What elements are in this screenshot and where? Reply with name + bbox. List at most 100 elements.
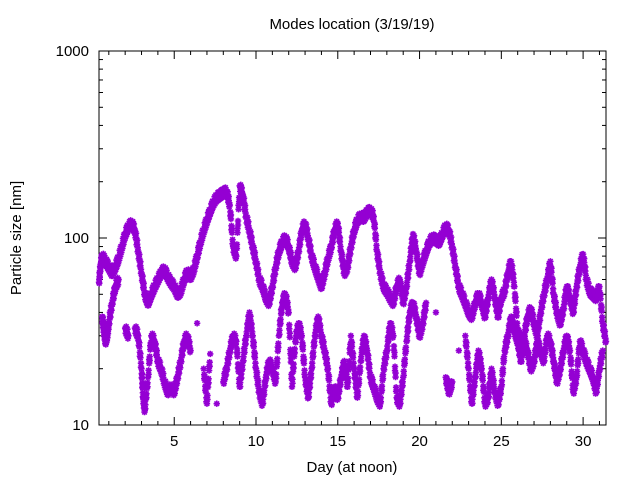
data-point xyxy=(401,360,409,367)
data-point xyxy=(515,326,522,334)
data-point xyxy=(472,302,479,309)
data-point xyxy=(351,229,358,236)
data-point xyxy=(513,320,521,327)
data-point xyxy=(137,258,144,265)
data-point xyxy=(234,360,242,368)
data-point xyxy=(326,253,333,260)
data-point xyxy=(466,373,473,380)
data-point xyxy=(577,265,584,273)
data-point xyxy=(331,229,339,237)
data-point xyxy=(245,218,252,225)
data-point xyxy=(491,384,498,392)
data-point xyxy=(172,281,179,289)
data-point xyxy=(149,291,157,298)
data-point xyxy=(240,353,247,360)
data-point xyxy=(376,262,383,269)
data-point xyxy=(243,328,250,336)
data-point xyxy=(138,375,146,382)
data-point xyxy=(464,360,472,367)
data-point xyxy=(356,367,364,375)
data-point xyxy=(570,308,578,316)
data-point xyxy=(462,332,469,339)
data-point xyxy=(325,373,333,380)
data-point xyxy=(501,348,509,356)
data-point xyxy=(531,320,539,327)
data-point xyxy=(399,378,406,385)
data-point xyxy=(397,280,405,287)
data-point xyxy=(201,377,208,384)
data-point xyxy=(115,276,122,283)
data-point xyxy=(447,233,455,241)
data-point xyxy=(248,233,255,241)
data-point xyxy=(306,236,313,244)
data-point xyxy=(564,333,572,340)
data-point xyxy=(121,236,128,244)
data-point xyxy=(353,222,361,229)
data-point xyxy=(528,306,536,313)
data-point xyxy=(306,383,314,391)
data-point xyxy=(545,271,552,278)
data-point xyxy=(490,381,497,388)
data-point xyxy=(290,353,298,360)
data-point xyxy=(466,377,473,384)
data-point xyxy=(540,298,547,305)
data-point xyxy=(319,333,326,340)
data-point xyxy=(471,305,478,313)
data-point xyxy=(137,262,144,269)
data-point xyxy=(422,303,429,310)
data-point xyxy=(515,340,522,348)
data-point xyxy=(407,311,414,319)
data-point xyxy=(569,371,576,378)
data-point xyxy=(495,314,502,321)
data-point xyxy=(498,377,506,384)
data-point xyxy=(308,360,316,367)
data-point xyxy=(595,373,603,380)
data-point xyxy=(507,258,515,265)
data-point xyxy=(243,332,250,340)
data-point xyxy=(532,347,539,355)
data-point xyxy=(518,354,525,361)
data-point xyxy=(578,340,586,347)
data-point xyxy=(132,234,140,241)
data-point xyxy=(296,241,304,248)
data-point xyxy=(307,374,315,381)
data-point xyxy=(117,253,124,260)
data-point xyxy=(593,388,600,396)
data-point xyxy=(365,356,372,363)
data-point xyxy=(519,347,526,355)
data-point xyxy=(473,364,480,372)
data-point xyxy=(450,246,457,253)
data-point xyxy=(140,283,147,291)
data-point xyxy=(322,271,329,278)
data-point xyxy=(347,332,355,339)
data-point xyxy=(534,328,542,336)
data-point xyxy=(421,309,428,317)
x-tick-label: 5 xyxy=(170,433,178,450)
data-point xyxy=(529,311,537,318)
data-point xyxy=(356,363,364,371)
data-point xyxy=(272,378,279,386)
data-point xyxy=(561,343,569,351)
data-point xyxy=(446,228,454,235)
data-point xyxy=(411,238,419,245)
data-point xyxy=(470,387,477,394)
data-point xyxy=(539,350,546,357)
data-point xyxy=(497,390,504,397)
data-point xyxy=(274,355,281,363)
data-point xyxy=(193,259,200,266)
data-point xyxy=(382,282,389,289)
data-point xyxy=(153,283,160,291)
data-point xyxy=(346,362,353,369)
data-point xyxy=(150,288,158,296)
data-point xyxy=(449,243,456,250)
data-point xyxy=(154,281,161,288)
data-point xyxy=(499,369,507,376)
data-point xyxy=(512,294,519,301)
data-point xyxy=(314,313,322,320)
data-point xyxy=(438,236,446,243)
data-point xyxy=(422,253,429,261)
data-point xyxy=(385,288,393,295)
data-point xyxy=(473,299,480,306)
data-point xyxy=(299,229,306,237)
